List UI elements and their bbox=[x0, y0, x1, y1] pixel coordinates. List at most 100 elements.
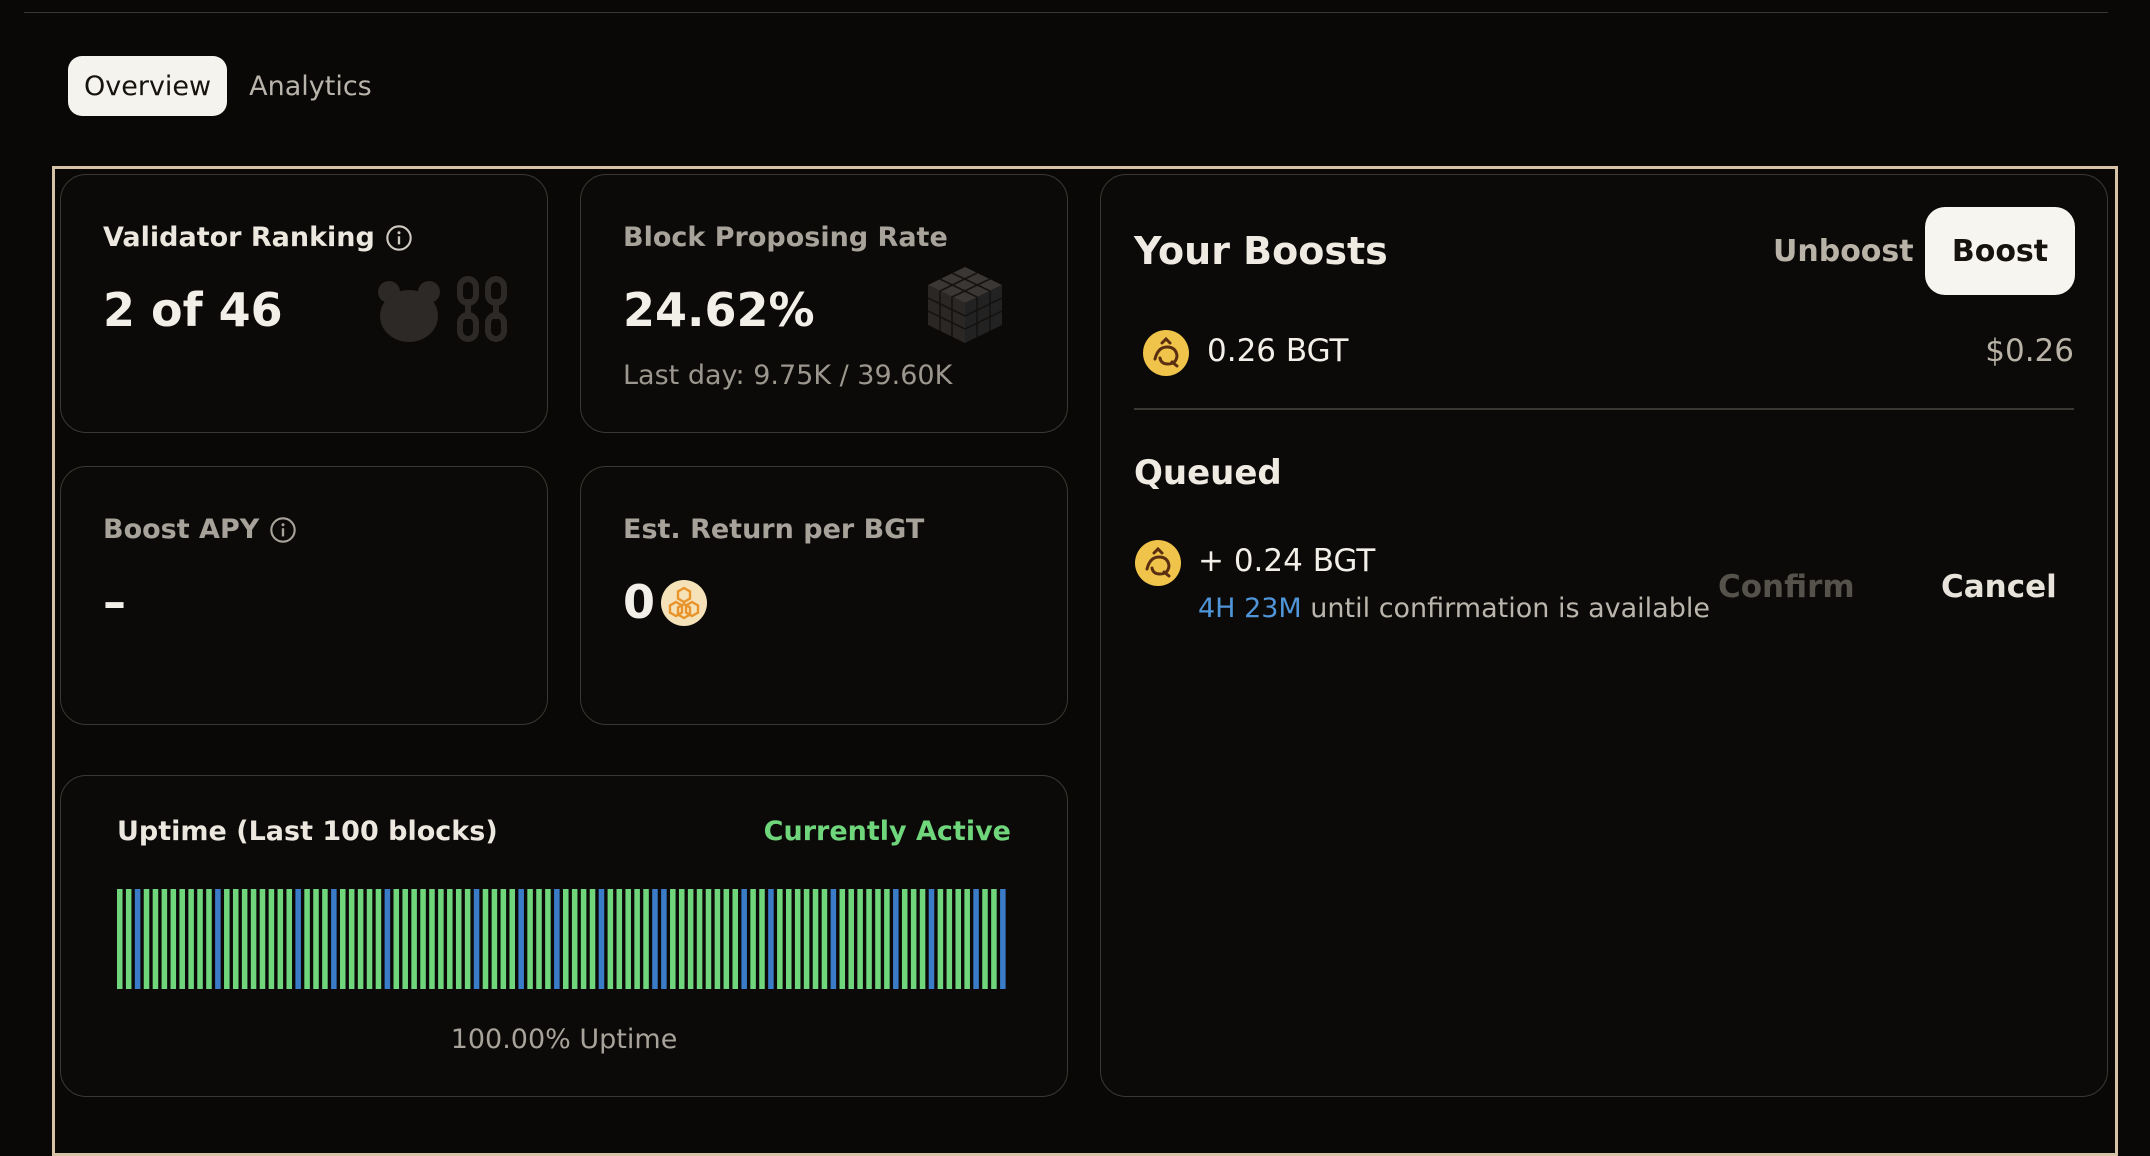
uptime-block bbox=[447, 889, 453, 989]
uptime-block bbox=[161, 889, 168, 989]
view-tabs: Overview Analytics bbox=[68, 56, 388, 116]
uptime-block bbox=[224, 889, 230, 989]
uptime-block bbox=[438, 889, 444, 989]
uptime-block bbox=[919, 889, 926, 989]
uptime-block bbox=[348, 889, 355, 989]
uptime-block bbox=[616, 889, 623, 989]
uptime-block bbox=[545, 889, 551, 989]
uptime-block bbox=[375, 889, 382, 989]
queued-timer-suffix: until confirmation is available bbox=[1301, 593, 1710, 624]
confirm-button[interactable]: Confirm bbox=[1718, 569, 1855, 605]
uptime-block bbox=[384, 889, 391, 989]
uptime-block bbox=[482, 889, 489, 989]
uptime-block bbox=[777, 889, 783, 989]
uptime-block bbox=[839, 889, 846, 989]
uptime-block bbox=[268, 889, 275, 989]
boost-apy-card: Boost APY – bbox=[60, 466, 548, 725]
uptime-block bbox=[411, 889, 417, 989]
uptime-caption: 100.00% Uptime bbox=[450, 1024, 678, 1055]
uptime-block bbox=[741, 889, 747, 989]
uptime-block bbox=[661, 889, 667, 989]
honeycomb-token-icon bbox=[661, 580, 707, 626]
uptime-block bbox=[464, 889, 471, 989]
uptime-block bbox=[759, 889, 765, 989]
uptime-block bbox=[206, 889, 212, 989]
uptime-block bbox=[973, 889, 979, 989]
est-return-value: 0 bbox=[623, 575, 656, 629]
uptime-block bbox=[366, 889, 373, 989]
uptime-block bbox=[857, 889, 863, 989]
uptime-block bbox=[714, 889, 721, 989]
uptime-block bbox=[554, 889, 560, 989]
tab-overview[interactable]: Overview bbox=[68, 56, 228, 116]
uptime-block bbox=[500, 889, 507, 989]
uptime-block bbox=[901, 889, 908, 989]
bgt-token-icon bbox=[1143, 330, 1189, 376]
uptime-block bbox=[143, 889, 150, 989]
uptime-block bbox=[491, 889, 498, 989]
unboost-button[interactable]: Unboost bbox=[1773, 233, 1914, 269]
uptime-block bbox=[696, 889, 703, 989]
uptime-block bbox=[250, 889, 257, 989]
uptime-block bbox=[536, 889, 542, 989]
uptime-block bbox=[794, 889, 801, 989]
uptime-block bbox=[964, 889, 970, 989]
boost-button[interactable]: Boost bbox=[1925, 207, 2075, 295]
uptime-block bbox=[215, 889, 221, 989]
boost-apy-label: Boost APY bbox=[103, 514, 260, 545]
uptime-block bbox=[259, 889, 266, 989]
chain-icon bbox=[457, 276, 507, 342]
boost-apy-title: Boost APY bbox=[103, 514, 297, 545]
uptime-bars bbox=[117, 889, 1006, 989]
block-proposing-title: Block Proposing Rate bbox=[623, 222, 948, 253]
uptime-block bbox=[241, 889, 248, 989]
uptime-block bbox=[625, 889, 631, 989]
uptime-block bbox=[652, 889, 658, 989]
uptime-block bbox=[607, 889, 614, 989]
validator-ranking-title: Validator Ranking bbox=[103, 222, 413, 253]
uptime-block bbox=[357, 889, 364, 989]
cancel-button[interactable]: Cancel bbox=[1941, 569, 2057, 605]
uptime-block bbox=[687, 889, 694, 989]
uptime-block bbox=[768, 889, 774, 989]
queued-timer: 4H 23M bbox=[1198, 593, 1302, 624]
block-proposing-sub: Last day: 9.75K / 39.60K bbox=[623, 360, 953, 391]
uptime-block bbox=[134, 889, 141, 989]
uptime-block bbox=[571, 889, 578, 989]
tab-analytics[interactable]: Analytics bbox=[249, 70, 372, 102]
boost-apy-value: – bbox=[103, 575, 126, 629]
uptime-block bbox=[295, 889, 301, 989]
uptime-block bbox=[125, 889, 132, 989]
uptime-block bbox=[232, 889, 239, 989]
info-icon[interactable] bbox=[269, 516, 297, 544]
uptime-block bbox=[821, 889, 828, 989]
uptime-block bbox=[304, 889, 310, 989]
uptime-block bbox=[955, 889, 962, 989]
info-icon[interactable] bbox=[385, 224, 413, 252]
bear-icon bbox=[378, 281, 440, 342]
uptime-block bbox=[1000, 889, 1006, 989]
boost-usd-value: $0.26 bbox=[1985, 333, 2074, 369]
uptime-block bbox=[277, 889, 284, 989]
uptime-block bbox=[313, 889, 319, 989]
uptime-block bbox=[429, 889, 435, 989]
uptime-block bbox=[678, 889, 685, 989]
uptime-block bbox=[563, 889, 569, 989]
uptime-block bbox=[580, 889, 587, 989]
queued-amount: + 0.24 BGT bbox=[1198, 543, 1376, 579]
uptime-block bbox=[893, 889, 899, 989]
uptime-block bbox=[910, 889, 917, 989]
est-return-card: Est. Return per BGT 0 bbox=[580, 466, 1068, 725]
block-proposing-value: 24.62% bbox=[623, 283, 815, 337]
uptime-card: Uptime (Last 100 blocks) Currently Activ… bbox=[60, 775, 1068, 1097]
uptime-status: Currently Active bbox=[763, 816, 1011, 847]
uptime-block bbox=[750, 889, 756, 989]
uptime-block bbox=[393, 889, 400, 989]
uptime-block bbox=[527, 889, 533, 989]
boosts-panel: Your Boosts Unboost Boost 0.26 BGT $0.26… bbox=[1100, 174, 2108, 1097]
top-divider bbox=[24, 12, 2108, 13]
uptime-block bbox=[866, 889, 872, 989]
uptime-block bbox=[803, 889, 810, 989]
uptime-block bbox=[518, 889, 524, 989]
block-proposing-card: Block Proposing Rate 24.62% Last day: 9.… bbox=[580, 174, 1068, 433]
